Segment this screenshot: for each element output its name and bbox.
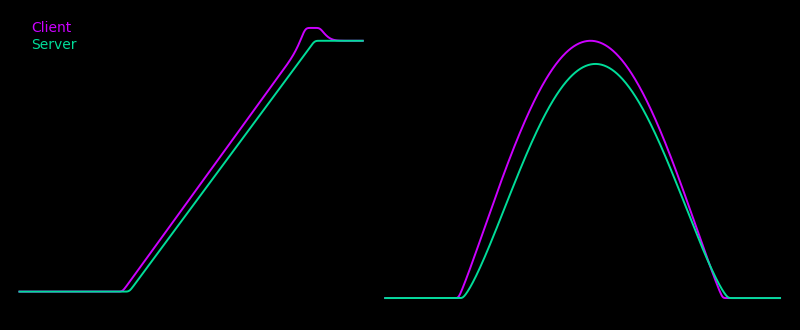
Legend: Client, Server: Client, Server — [23, 17, 81, 56]
